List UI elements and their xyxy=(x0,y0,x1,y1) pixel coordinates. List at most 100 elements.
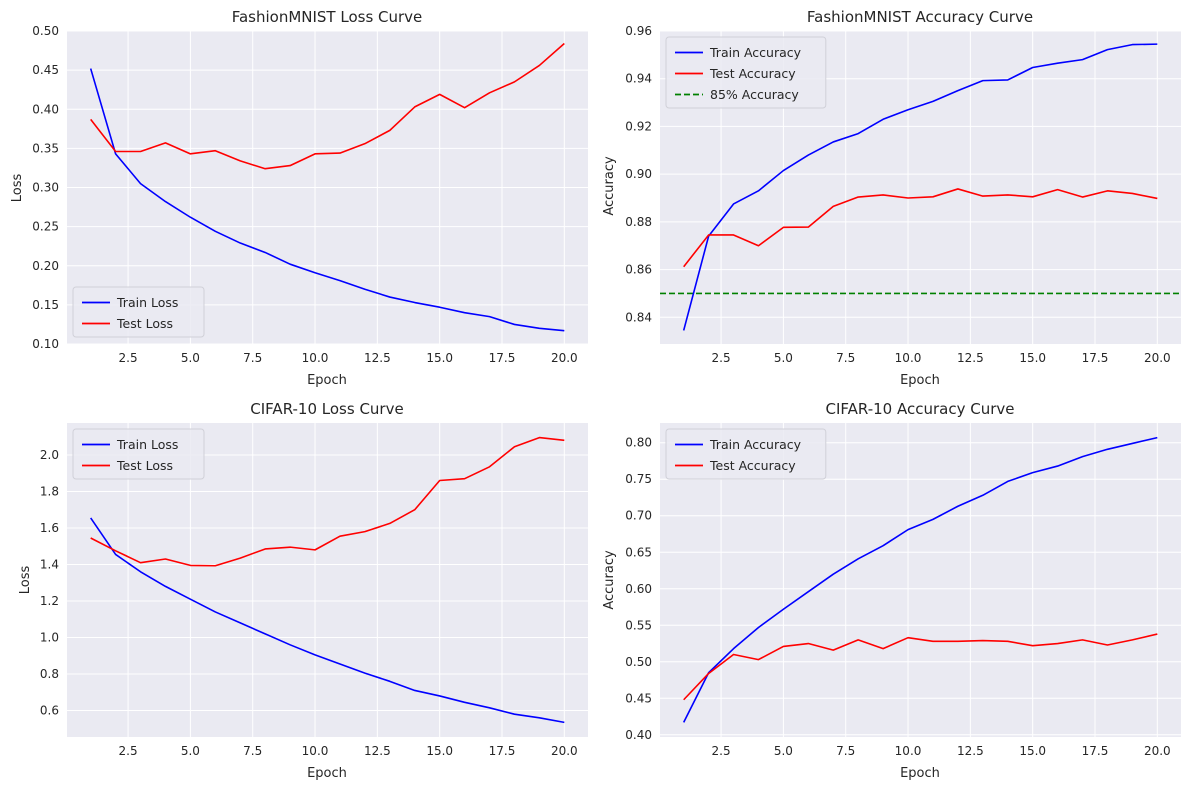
legend-label: 85% Accuracy xyxy=(710,87,799,102)
x-tick-label: 12.5 xyxy=(364,351,391,365)
y-tick-label: 1.0 xyxy=(40,631,59,645)
legend-frame xyxy=(665,36,827,109)
x-axis-label: Epoch xyxy=(900,373,940,388)
y-tick-label: 0.25 xyxy=(32,220,59,234)
series-line-test-loss xyxy=(90,42,565,170)
chart-fashionmnist-accuracy: FashionMNIST Accuracy Curve Epoch Accura… xyxy=(602,8,1181,388)
legend-frame xyxy=(72,428,205,480)
x-tick-label: 15.0 xyxy=(426,351,453,365)
legend-label: Train Loss xyxy=(116,437,178,452)
y-tick-label: 0.60 xyxy=(625,582,652,596)
legend: Train Loss Test Loss xyxy=(72,428,205,480)
series-line-test-loss xyxy=(90,436,565,567)
y-tick-label: 0.70 xyxy=(625,509,652,523)
legend-label: Test Loss xyxy=(116,316,173,331)
y-tick-label: 0.50 xyxy=(625,655,652,669)
y-axis-label: Loss xyxy=(18,566,33,595)
series-line-train-loss xyxy=(89,68,565,332)
legend: Train Accuracy Test Accuracy xyxy=(665,428,827,480)
x-tick-label: 2.5 xyxy=(119,744,138,758)
y-tick-label: 0.92 xyxy=(625,119,652,133)
x-tick-label: 10.0 xyxy=(302,351,329,365)
y-tick-label: 0.30 xyxy=(32,181,59,195)
y-tick-label: 2.0 xyxy=(40,448,59,462)
y-tick-label: 0.10 xyxy=(32,337,59,351)
y-tick-label: 0.86 xyxy=(625,263,652,277)
y-tick-label: 1.8 xyxy=(40,484,59,498)
y-axis-label: Accuracy xyxy=(602,156,617,216)
x-tick-label: 20.0 xyxy=(551,744,578,758)
chart-title: FashionMNIST Accuracy Curve xyxy=(807,8,1033,26)
y-tick-label: 0.88 xyxy=(625,215,652,229)
legend-label: Train Loss xyxy=(116,295,178,310)
legend-label: Train Accuracy xyxy=(709,45,802,60)
y-tick-label: 0.96 xyxy=(625,24,652,38)
x-tick-label: 7.5 xyxy=(243,744,262,758)
y-tick-label: 0.8 xyxy=(40,667,59,681)
plot-area: 2.5 5.0 7.5 10.0 12.5 15.0 17.5 20.0 0.84 0.86 0.8… xyxy=(625,24,1181,365)
y-axis-label: Loss xyxy=(10,174,25,203)
x-tick-label: 20.0 xyxy=(1144,351,1171,365)
y-tick-label: 0.45 xyxy=(625,691,652,705)
x-tick-label: 15.0 xyxy=(426,744,453,758)
y-axis-label: Accuracy xyxy=(602,550,617,610)
x-tick-label: 20.0 xyxy=(1144,744,1171,758)
plot-area: 2.5 5.0 7.5 10.0 12.5 15.0 17.5 20.0 0.6 0.8 1.0 1.… xyxy=(40,423,588,758)
x-tick-label: 7.5 xyxy=(836,744,855,758)
x-tick-label: 10.0 xyxy=(895,744,922,758)
legend-frame xyxy=(665,428,827,480)
legend-frame xyxy=(72,286,205,338)
legend-label: Test Accuracy xyxy=(709,458,796,473)
chart-title: FashionMNIST Loss Curve xyxy=(232,8,423,26)
y-tick-label: 0.6 xyxy=(40,704,59,718)
x-tick-label: 17.5 xyxy=(489,744,516,758)
x-axis-label: Epoch xyxy=(307,373,347,388)
x-tick-label: 5.0 xyxy=(181,351,200,365)
legend-label: Train Accuracy xyxy=(709,437,802,452)
plot-area: 2.5 5.0 7.5 10.0 12.5 15.0 17.5 20.0 0.40 0.45 0.5… xyxy=(625,423,1181,758)
y-tick-label: 0.55 xyxy=(625,618,652,632)
y-tick-label: 0.80 xyxy=(625,436,652,450)
y-tick-label: 0.75 xyxy=(625,472,652,486)
legend: Train Accuracy Test Accuracy 85% Accuracy xyxy=(665,36,827,109)
x-tick-label: 5.0 xyxy=(181,744,200,758)
x-axis-label: Epoch xyxy=(307,766,347,781)
y-tick-label: 0.94 xyxy=(625,72,652,86)
x-tick-label: 2.5 xyxy=(712,744,731,758)
y-tick-label: 0.40 xyxy=(625,728,652,742)
x-tick-label: 20.0 xyxy=(551,351,578,365)
series-line-test-accuracy xyxy=(683,633,1158,701)
y-tick-label: 0.35 xyxy=(32,141,59,155)
x-tick-label: 7.5 xyxy=(243,351,262,365)
x-tick-label: 17.5 xyxy=(1082,351,1109,365)
series-line-train-loss xyxy=(90,517,565,724)
plot-area: 2.5 5.0 7.5 10.0 12.5 15.0 17.5 20.0 0.10 0.15 0.2… xyxy=(32,24,588,365)
y-tick-label: 1.4 xyxy=(40,557,59,571)
x-tick-label: 12.5 xyxy=(957,351,984,365)
y-tick-label: 0.84 xyxy=(625,310,652,324)
x-tick-label: 15.0 xyxy=(1019,744,1046,758)
y-tick-label: 0.45 xyxy=(32,63,59,77)
chart-fashionmnist-loss: FashionMNIST Loss Curve Epoch Loss 2.5 5.… xyxy=(10,8,588,388)
legend-label: Test Loss xyxy=(116,458,173,473)
x-axis-label: Epoch xyxy=(900,766,940,781)
x-tick-label: 10.0 xyxy=(302,744,329,758)
x-tick-label: 5.0 xyxy=(774,351,793,365)
legend-label: Test Accuracy xyxy=(709,66,796,81)
chart-cifar10-accuracy: CIFAR-10 Accuracy Curve Epoch Accuracy 2… xyxy=(602,400,1181,781)
series-line-train-accuracy xyxy=(682,43,1158,331)
chart-title: CIFAR-10 Accuracy Curve xyxy=(826,400,1015,418)
x-tick-label: 15.0 xyxy=(1019,351,1046,365)
y-tick-label: 0.20 xyxy=(32,259,59,273)
x-tick-label: 2.5 xyxy=(119,351,138,365)
chart-title: CIFAR-10 Loss Curve xyxy=(250,400,403,418)
series-line-train-accuracy xyxy=(682,436,1158,723)
x-tick-label: 17.5 xyxy=(1082,744,1109,758)
y-tick-label: 0.65 xyxy=(625,545,652,559)
y-tick-label: 0.50 xyxy=(32,24,59,38)
y-tick-label: 1.2 xyxy=(40,594,59,608)
x-tick-label: 7.5 xyxy=(836,351,855,365)
x-tick-label: 2.5 xyxy=(712,351,731,365)
y-tick-label: 0.15 xyxy=(32,298,59,312)
